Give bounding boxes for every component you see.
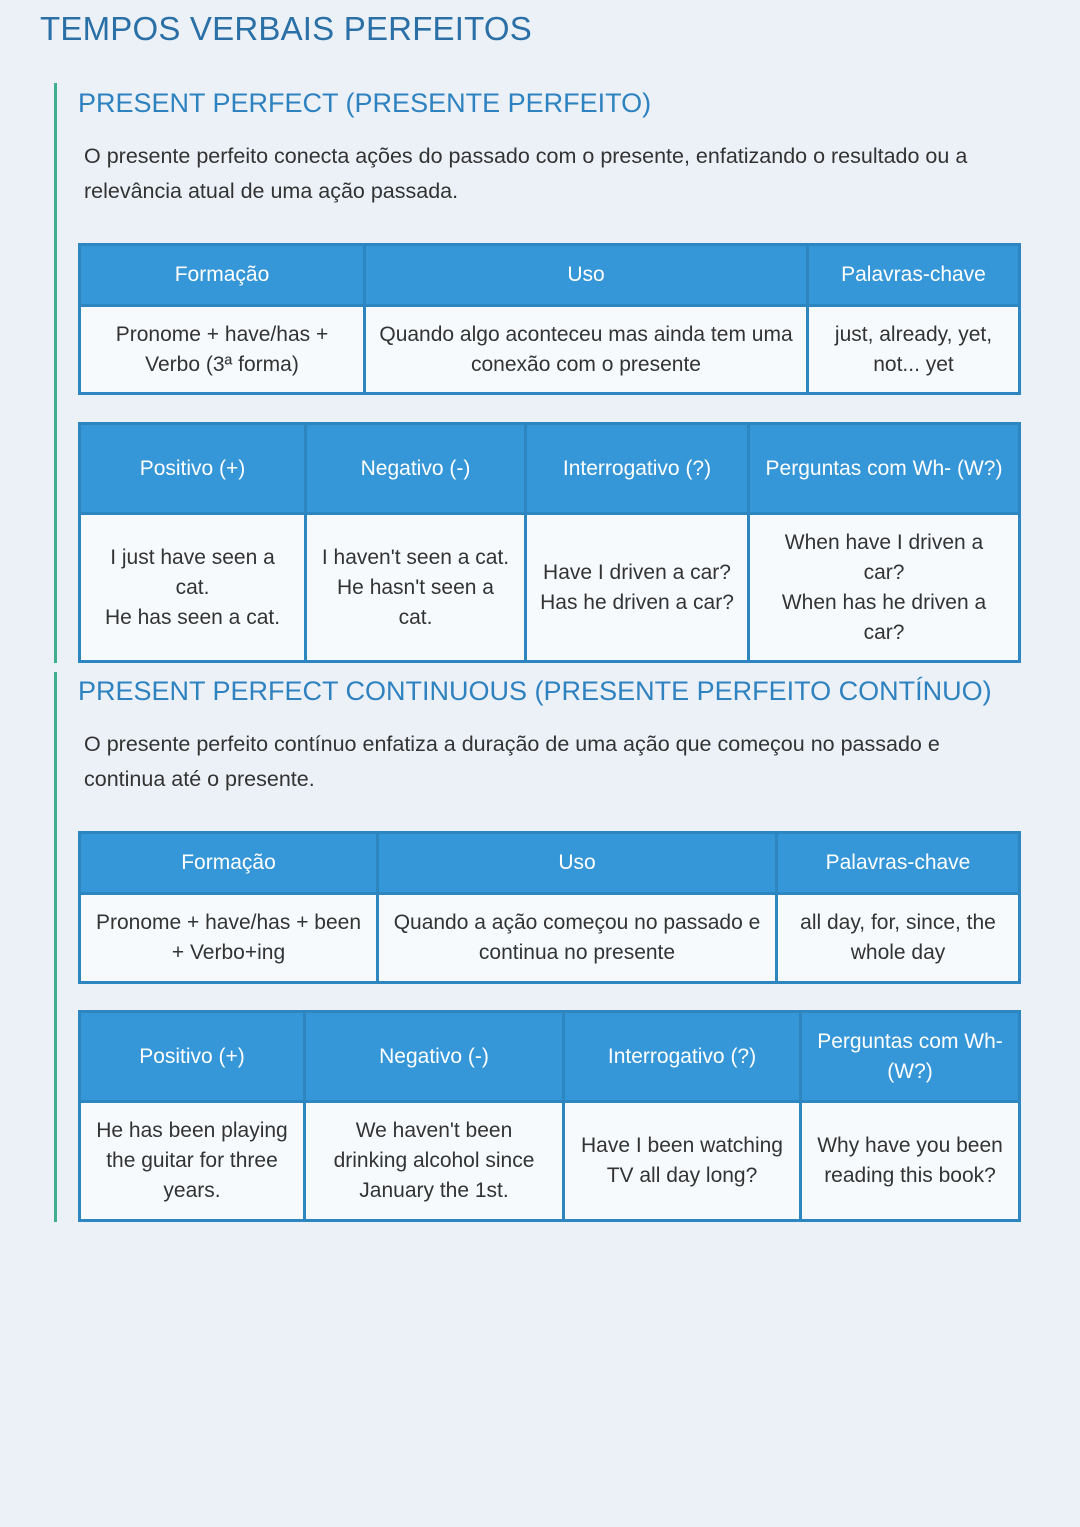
- section-bar: [54, 672, 57, 1222]
- header-interrogativo: Interrogativo (?): [562, 1010, 802, 1103]
- header-positivo: Positivo (+): [78, 1010, 306, 1103]
- header-formacao: Formação: [78, 831, 379, 895]
- section-bar: [54, 83, 57, 663]
- cell-perguntas-wh: When have I driven a car? When has he dr…: [747, 512, 1021, 663]
- header-palavras-chave: Palavras-chave: [806, 243, 1021, 307]
- header-perguntas-wh: Perguntas com Wh- (W?): [747, 422, 1021, 515]
- cell-palavras-chave: all day, for, since, the whole day: [775, 892, 1021, 984]
- header-uso: Uso: [376, 831, 778, 895]
- cell-perguntas-wh: Why have you been reading this book?: [799, 1100, 1021, 1222]
- page-title: TEMPOS VERBAIS PERFEITOS: [40, 10, 532, 47]
- header-negativo: Negativo (-): [303, 1010, 565, 1103]
- section-heading: PRESENT PERFECT (PRESENTE PERFEITO): [78, 88, 652, 118]
- header-positivo: Positivo (+): [78, 422, 307, 515]
- section-heading: PRESENT PERFECT CONTINUOUS (PRESENTE PER…: [78, 676, 992, 706]
- cell-interrogativo: Have I been watching TV all day long?: [562, 1100, 802, 1222]
- header-negativo: Negativo (-): [304, 422, 527, 515]
- cell-palavras-chave: just, already, yet, not... yet: [806, 304, 1021, 395]
- formation-table: Formação Uso Palavras-chave Pronome + ha…: [78, 243, 1021, 395]
- cell-positivo: He has been playing the guitar for three…: [78, 1100, 306, 1222]
- header-perguntas-wh: Perguntas com Wh- (W?): [799, 1010, 1021, 1103]
- header-palavras-chave: Palavras-chave: [775, 831, 1021, 895]
- cell-uso: Quando a ação começou no passado e conti…: [376, 892, 778, 984]
- cell-positivo: I just have seen a cat. He has seen a ca…: [78, 512, 307, 663]
- header-uso: Uso: [363, 243, 809, 307]
- formation-table: Formação Uso Palavras-chave Pronome + ha…: [78, 831, 1021, 984]
- examples-table: Positivo (+) Negativo (-) Interrogativo …: [78, 422, 1021, 663]
- cell-formacao: Pronome + have/has + Verbo (3ª forma): [78, 304, 366, 395]
- section-description: O presente perfeito conecta ações do pas…: [84, 144, 968, 203]
- cell-negativo: We haven't been drinking alcohol since J…: [303, 1100, 565, 1222]
- cell-negativo: I haven't seen a cat. He hasn't seen a c…: [304, 512, 527, 663]
- cell-formacao: Pronome + have/has + been + Verbo+ing: [78, 892, 379, 984]
- cell-interrogativo: Have I driven a car? Has he driven a car…: [524, 512, 750, 663]
- header-interrogativo: Interrogativo (?): [524, 422, 750, 515]
- section-description: O presente perfeito contínuo enfatiza a …: [84, 732, 940, 791]
- examples-table: Positivo (+) Negativo (-) Interrogativo …: [78, 1010, 1021, 1222]
- cell-uso: Quando algo aconteceu mas ainda tem uma …: [363, 304, 809, 395]
- header-formacao: Formação: [78, 243, 366, 307]
